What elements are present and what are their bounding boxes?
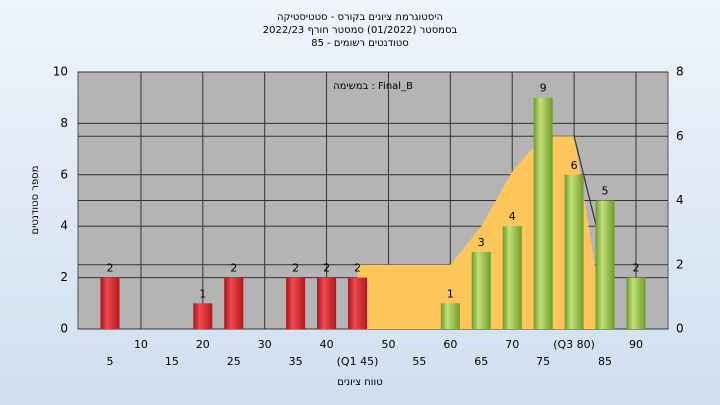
bar bbox=[502, 226, 522, 329]
data-label: 2 bbox=[292, 262, 299, 275]
title-line: סטודנטים רשומים - 85 bbox=[311, 38, 409, 49]
y-tick-label: 6 bbox=[60, 167, 68, 181]
y-tick-label: 8 bbox=[60, 116, 68, 130]
y2-tick-label: 4 bbox=[676, 193, 684, 207]
y2-tick-label: 0 bbox=[676, 322, 684, 336]
y-tick-label: 4 bbox=[60, 219, 68, 233]
data-label: 2 bbox=[354, 262, 361, 275]
bar bbox=[224, 277, 244, 329]
data-label: 1 bbox=[447, 287, 454, 300]
data-label: 4 bbox=[509, 210, 516, 223]
x-tick-label: 35 bbox=[289, 355, 303, 368]
bar bbox=[286, 277, 306, 329]
data-label: 2 bbox=[632, 262, 639, 275]
x-tick-label: 40 bbox=[320, 338, 334, 351]
x-tick-label: (Q3 80) bbox=[553, 338, 595, 351]
x-tick-label: 65 bbox=[474, 355, 488, 368]
y2-tick-label: 6 bbox=[676, 129, 684, 143]
bar bbox=[100, 277, 120, 329]
y-tick-label: 0 bbox=[60, 322, 68, 336]
data-label: 2 bbox=[323, 262, 330, 275]
title-line: בסמסטר (01/2022) סמסטר חורף 2022/23 bbox=[263, 25, 458, 36]
bar bbox=[564, 174, 584, 329]
x-tick-label: (Q1 45) bbox=[337, 355, 379, 368]
data-label: 5 bbox=[602, 185, 609, 198]
x-axis-label: טווח ציונים bbox=[337, 377, 382, 388]
bar bbox=[471, 251, 491, 329]
x-tick-label: 25 bbox=[227, 355, 241, 368]
bar bbox=[626, 277, 646, 329]
x-tick-label: 75 bbox=[536, 355, 550, 368]
x-tick-label: 5 bbox=[107, 355, 114, 368]
y-axis-label: מספר סטודנטים bbox=[30, 166, 41, 235]
data-label: 9 bbox=[540, 82, 547, 95]
bar bbox=[440, 303, 460, 329]
x-tick-label: 55 bbox=[412, 355, 426, 368]
x-tick-label: 10 bbox=[134, 338, 148, 351]
data-label: 2 bbox=[107, 262, 114, 275]
x-tick-label: 50 bbox=[381, 338, 395, 351]
data-label: 3 bbox=[478, 236, 485, 249]
x-tick-label: 20 bbox=[196, 338, 210, 351]
y-tick-label: 2 bbox=[60, 270, 68, 284]
y2-tick-label: 2 bbox=[676, 257, 684, 271]
x-tick-label: 85 bbox=[598, 355, 612, 368]
data-label: 1 bbox=[199, 287, 206, 300]
bar bbox=[317, 277, 337, 329]
bar bbox=[595, 200, 615, 329]
x-tick-label: 70 bbox=[505, 338, 519, 351]
title-line: היסטוגרמת ציונים בקורס - סטטיסטיקה bbox=[277, 12, 443, 23]
data-label: 6 bbox=[571, 159, 578, 172]
x-tick-label: 15 bbox=[165, 355, 179, 368]
y2-tick-label: 8 bbox=[676, 65, 684, 79]
x-tick-label: 60 bbox=[443, 338, 457, 351]
bar bbox=[348, 277, 368, 329]
bar bbox=[193, 303, 213, 329]
y-tick-label: 10 bbox=[53, 65, 68, 79]
data-label: 2 bbox=[230, 262, 237, 275]
x-tick-label: 30 bbox=[258, 338, 272, 351]
bar bbox=[533, 97, 553, 329]
annotation: במשימה : Final_B bbox=[333, 81, 413, 92]
x-tick-label: 90 bbox=[629, 338, 643, 351]
